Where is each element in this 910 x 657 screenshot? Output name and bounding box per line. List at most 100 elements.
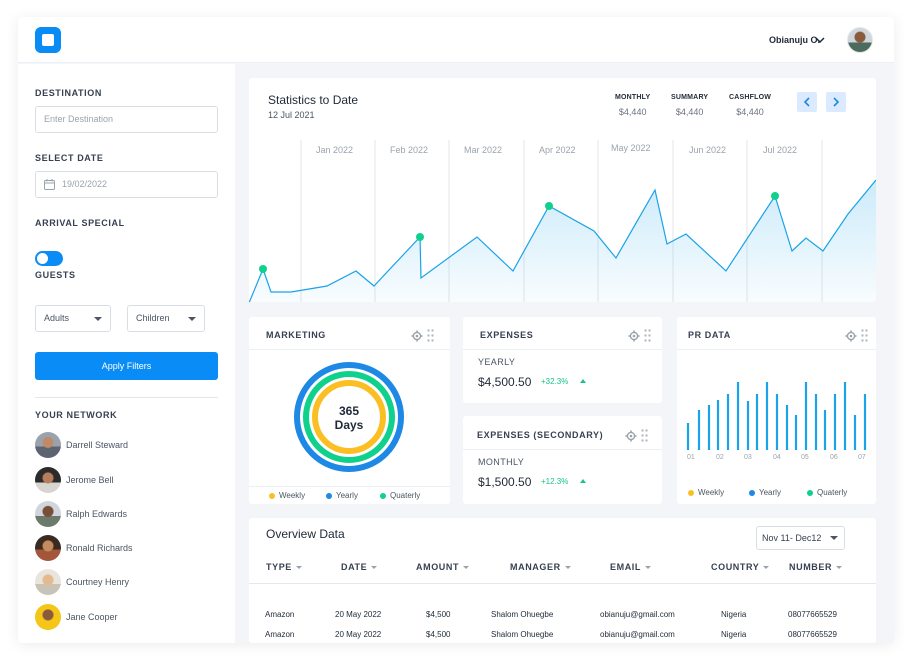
network-item[interactable]: Ronald Richards <box>35 535 218 561</box>
network-item[interactable]: Darrell Steward <box>35 432 218 458</box>
drag-handle-icon[interactable] <box>641 429 648 442</box>
legend-quarterly: Quaterly <box>807 488 847 497</box>
sort-caret-icon <box>763 566 770 570</box>
month-label: Jul 2022 <box>763 145 798 155</box>
legend-quarterly: Quaterly <box>380 491 420 500</box>
month-label: May 2022 <box>611 143 651 153</box>
table-cell: 08077665529 <box>788 630 837 639</box>
column-header-email[interactable]: EMAIL <box>610 562 651 572</box>
metric-summary[interactable]: SUMMARY $4,440 <box>671 94 708 117</box>
column-header-date[interactable]: DATE <box>341 562 378 572</box>
prev-button[interactable] <box>797 92 817 112</box>
expenses-change: +32.3% <box>541 377 569 386</box>
ring-weekly <box>312 380 386 454</box>
series-line <box>249 179 876 302</box>
gear-icon[interactable] <box>411 330 423 342</box>
metric-label: CASHFLOW <box>729 94 772 101</box>
avatar <box>35 501 61 527</box>
user-avatar[interactable] <box>847 27 873 53</box>
sort-caret-icon <box>645 566 651 570</box>
drag-handle-icon[interactable] <box>644 329 651 342</box>
arrival-special-label: ARRIVAL SPECIAL <box>35 218 125 228</box>
adults-select[interactable]: Adults <box>35 305 111 332</box>
marketing-card: MARKETING 365 Days Weekly Yearly Quaterl… <box>249 317 450 504</box>
table-cell: Shalom Ohuegbe <box>491 630 554 639</box>
gear-icon[interactable] <box>625 430 637 442</box>
drag-handle-icon[interactable] <box>861 329 868 342</box>
column-header-number[interactable]: NUMBER <box>789 562 843 572</box>
drag-handle-icon[interactable] <box>427 329 434 342</box>
column-header-manager[interactable]: MANAGER <box>510 562 571 572</box>
table-cell: $4,500 <box>426 630 451 639</box>
data-point <box>545 202 553 210</box>
pr-tick-label: 01 <box>687 454 695 461</box>
expenses-secondary-title: EXPENSES (SECONDARY) <box>477 430 604 440</box>
arrival-special-toggle[interactable] <box>35 251 63 266</box>
metric-value: $4,440 <box>618 107 647 117</box>
avatar <box>35 569 61 595</box>
network-name: Courtney Henry <box>66 577 130 587</box>
card-divider <box>677 349 876 350</box>
data-point <box>416 233 424 241</box>
table-cell: 20 May 2022 <box>335 610 382 619</box>
overview-card: Overview Data Nov 11- Dec12 TYPE DATE AM… <box>249 518 876 643</box>
pr-tick-label: 02 <box>716 454 724 461</box>
gear-icon[interactable] <box>628 330 640 342</box>
metric-value: $4,440 <box>736 107 764 117</box>
children-select[interactable]: Children <box>127 305 205 332</box>
table-cell[interactable]: obianuju@gmail.com <box>600 630 675 639</box>
network-label: YOUR NETWORK <box>35 410 118 420</box>
table-cell[interactable]: obianuju@gmail.com <box>600 610 675 619</box>
destination-input[interactable]: Enter Destination <box>35 106 218 133</box>
column-header-type[interactable]: TYPE <box>266 562 302 572</box>
calendar-icon <box>44 179 55 190</box>
sort-caret-icon <box>463 566 470 570</box>
network-item[interactable]: Ralph Edwards <box>35 501 218 527</box>
sort-caret-icon <box>371 566 378 570</box>
month-label: Jun 2022 <box>689 145 727 155</box>
date-input[interactable]: 19/02/2022 <box>35 171 218 198</box>
metric-value: $4,440 <box>675 107 704 117</box>
pr-bar-chart <box>686 382 867 450</box>
sort-caret-icon <box>564 566 571 570</box>
avatar <box>35 467 61 493</box>
metric-monthly[interactable]: MONTHLY $4,440 <box>615 94 650 117</box>
app-logo[interactable] <box>35 27 61 53</box>
chevron-right-icon <box>833 97 840 107</box>
adults-select-label: Adults <box>44 313 70 323</box>
filter-sidebar: DESTINATION Enter Destination SELECT DAT… <box>18 64 235 643</box>
marketing-title: MARKETING <box>266 330 326 340</box>
apply-filters-button[interactable]: Apply Filters <box>35 352 218 380</box>
metric-label: MONTHLY <box>615 94 651 101</box>
metric-label: SUMMARY <box>671 94 709 101</box>
expenses-title: EXPENSES <box>480 330 534 340</box>
table-header-divider <box>249 583 876 584</box>
statistics-card: Statistics to Date 12 Jul 2021 MONTHLY $… <box>249 78 876 302</box>
card-divider <box>249 486 450 487</box>
table-cell: Nigeria <box>721 630 747 639</box>
next-button[interactable] <box>826 92 846 112</box>
network-item[interactable]: Jane Cooper <box>35 604 218 630</box>
month-label: Feb 2022 <box>390 145 429 155</box>
network-item[interactable]: Jerome Bell <box>35 467 218 493</box>
column-header-amount[interactable]: AMOUNT <box>416 562 470 572</box>
gear-icon[interactable] <box>845 330 857 342</box>
arrow-up-icon <box>580 479 586 483</box>
date-range-select[interactable]: Nov 11- Dec12 <box>756 526 845 550</box>
avatar <box>35 604 61 630</box>
pr-tick-label: 04 <box>773 454 781 461</box>
top-bar: Obianuju O. <box>18 17 894 63</box>
network-name: Ralph Edwards <box>66 509 128 519</box>
network-name: Darrell Steward <box>66 440 129 450</box>
network-item[interactable]: Courtney Henry <box>35 569 218 595</box>
chevron-down-icon[interactable] <box>815 36 825 44</box>
caret-down-icon <box>830 536 838 540</box>
pr-tick-label: 06 <box>830 454 838 461</box>
column-header-country[interactable]: COUNTRY <box>711 562 770 572</box>
legend-yearly: Yearly <box>749 488 781 497</box>
data-point <box>771 192 779 200</box>
table-cell: Amazon <box>265 610 295 619</box>
user-name[interactable]: Obianuju O. <box>769 35 820 45</box>
metric-cashflow[interactable]: CASHFLOW $4,440 <box>729 94 771 117</box>
avatar <box>35 432 61 458</box>
